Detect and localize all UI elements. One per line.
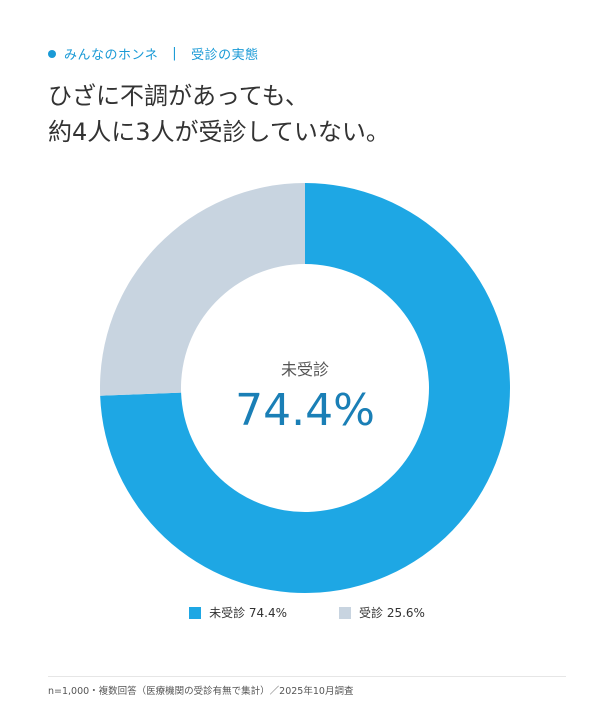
donut-slices <box>100 183 510 593</box>
legend-label-visited: 受診 25.6% <box>359 606 425 620</box>
donut-slice-visited <box>100 183 305 396</box>
footnote: n=1,000・複数回答（医療機関の受診有無で集計）／2025年10月調査 <box>48 686 354 697</box>
center-value: 74.4% <box>235 385 375 436</box>
legend-item-unvisited: 未受診 74.4% <box>189 604 287 621</box>
chart-legend: 未受診 74.4% 受診 25.6% <box>0 604 614 621</box>
headline-line-1: ひざに不調があっても、 <box>48 82 309 110</box>
footer-divider <box>48 676 566 677</box>
eyebrow-topic-label: 受診の実態 <box>191 48 259 63</box>
section-eyebrow: みんなのホンネ | 受診の実態 <box>48 44 259 63</box>
page-headline: ひざに不調があっても、 約4人に3人が受診していない。 <box>48 78 390 150</box>
legend-swatch-unvisited <box>189 606 202 619</box>
headline-line-2: 約4人に3人が受診していない。 <box>48 118 390 146</box>
legend-item-visited: 受診 25.6% <box>339 604 425 621</box>
legend-label-unvisited: 未受診 74.4% <box>209 606 287 620</box>
bullet-dot-icon <box>48 49 56 58</box>
legend-swatch-visited <box>339 606 351 619</box>
eyebrow-section-label: みんなのホンネ <box>64 48 159 63</box>
center-caption: 未受診 <box>281 360 329 379</box>
eyebrow-separator: | <box>172 46 178 61</box>
donut-slice-unvisited <box>100 183 510 593</box>
